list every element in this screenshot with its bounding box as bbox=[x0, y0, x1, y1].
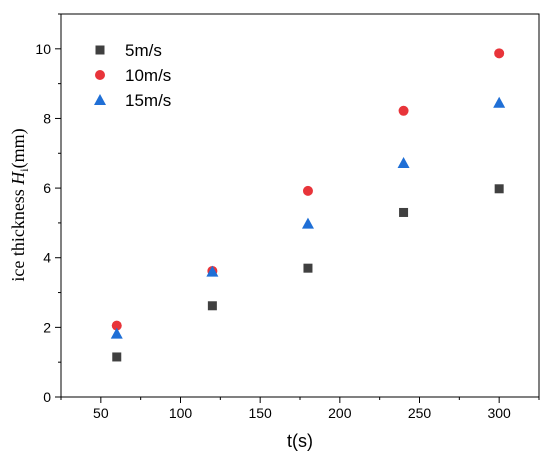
y-tick-label-8: 8 bbox=[43, 110, 51, 126]
y-axis-label-sub: i bbox=[17, 168, 31, 172]
legend-label-0: 5m/s bbox=[125, 41, 162, 60]
point-square-0-4 bbox=[494, 184, 504, 194]
y-axis-label-prefix: ice thickness bbox=[8, 185, 28, 282]
y-axis-label-var: H bbox=[8, 171, 28, 186]
point-triangle-2-2 bbox=[301, 217, 314, 229]
point-triangle-2-0 bbox=[110, 327, 123, 339]
point-square-0-1 bbox=[207, 301, 217, 311]
x-tick-label-250: 250 bbox=[408, 405, 432, 421]
data-points bbox=[110, 48, 506, 362]
legend: 5m/s 10m/s 15m/s bbox=[94, 41, 171, 110]
y-tick-label-4: 4 bbox=[43, 250, 51, 266]
y-axis: 0 2 4 6 8 10 bbox=[35, 13, 61, 405]
legend-label-2: 15m/s bbox=[125, 91, 171, 110]
legend-marker-1 bbox=[95, 70, 105, 80]
y-tick-label-6: 6 bbox=[43, 180, 51, 196]
point-square-0-2 bbox=[303, 263, 313, 273]
point-circle-1-3 bbox=[398, 105, 409, 116]
x-tick-label-200: 200 bbox=[328, 405, 352, 421]
legend-label-1: 10m/s bbox=[125, 66, 171, 85]
x-tick-label-150: 150 bbox=[248, 405, 272, 421]
y-tick-label-10: 10 bbox=[35, 41, 51, 57]
y-tick-label-2: 2 bbox=[43, 319, 51, 335]
y-axis-label: ice thickness Hi(mm) bbox=[8, 128, 31, 281]
point-square-0-0 bbox=[112, 352, 122, 362]
point-triangle-2-4 bbox=[493, 96, 506, 108]
point-circle-1-2 bbox=[302, 185, 313, 196]
x-axis: 50 100 150 200 250 300 bbox=[60, 397, 540, 421]
legend-marker-0 bbox=[95, 45, 105, 55]
point-triangle-2-3 bbox=[397, 157, 410, 169]
y-axis-label-suffix: (mm) bbox=[8, 128, 29, 168]
y-tick-label-0: 0 bbox=[43, 389, 51, 405]
x-tick-label-100: 100 bbox=[169, 405, 193, 421]
point-triangle-2-1 bbox=[206, 265, 219, 277]
legend-marker-2 bbox=[94, 94, 106, 105]
point-square-0-3 bbox=[399, 207, 409, 217]
point-circle-1-4 bbox=[494, 48, 505, 59]
x-axis-label: t(s) bbox=[287, 431, 313, 451]
x-tick-label-50: 50 bbox=[93, 405, 109, 421]
point-circle-1-0 bbox=[111, 320, 122, 331]
x-tick-label-300: 300 bbox=[487, 405, 511, 421]
